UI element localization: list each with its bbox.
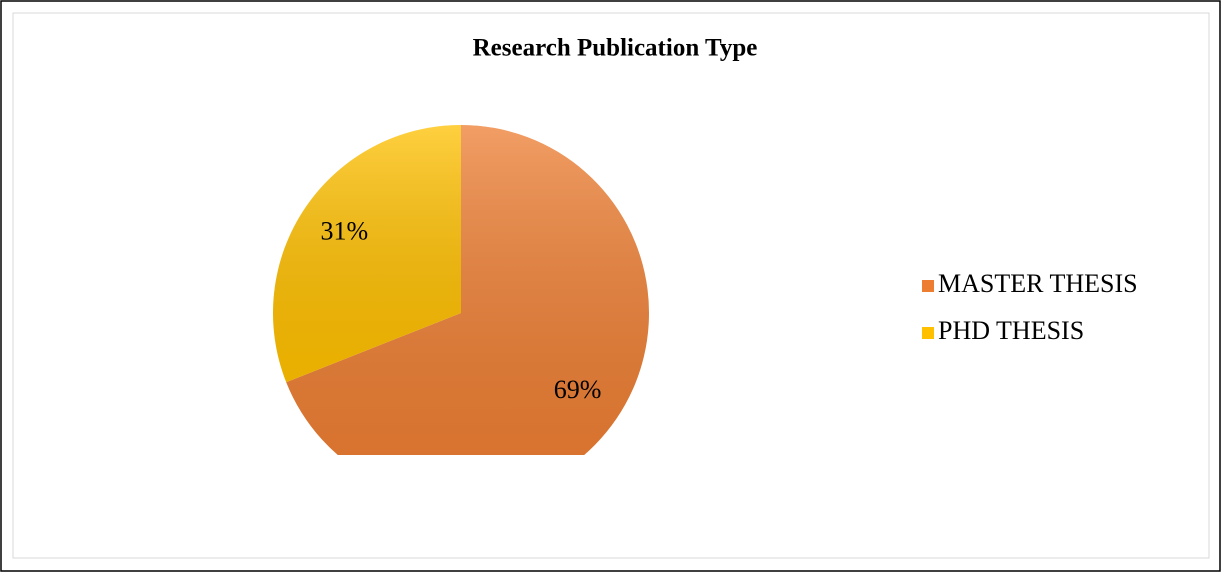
legend-label: PHD THESIS [938,316,1084,345]
legend-swatch [922,327,934,339]
data-label: 31% [321,217,369,246]
slice-shade [286,125,649,455]
plot-frame [12,12,1210,559]
labels: 69% MASTER THESIS 31% PHD THESIS [321,217,1138,405]
legend-label: MASTER THESIS [938,269,1138,298]
slice-shade [273,125,461,383]
legend-swatch [922,280,934,292]
data-label: 69% [554,375,602,404]
pie [273,125,649,455]
chart-title: Research Publication Type [473,35,758,62]
